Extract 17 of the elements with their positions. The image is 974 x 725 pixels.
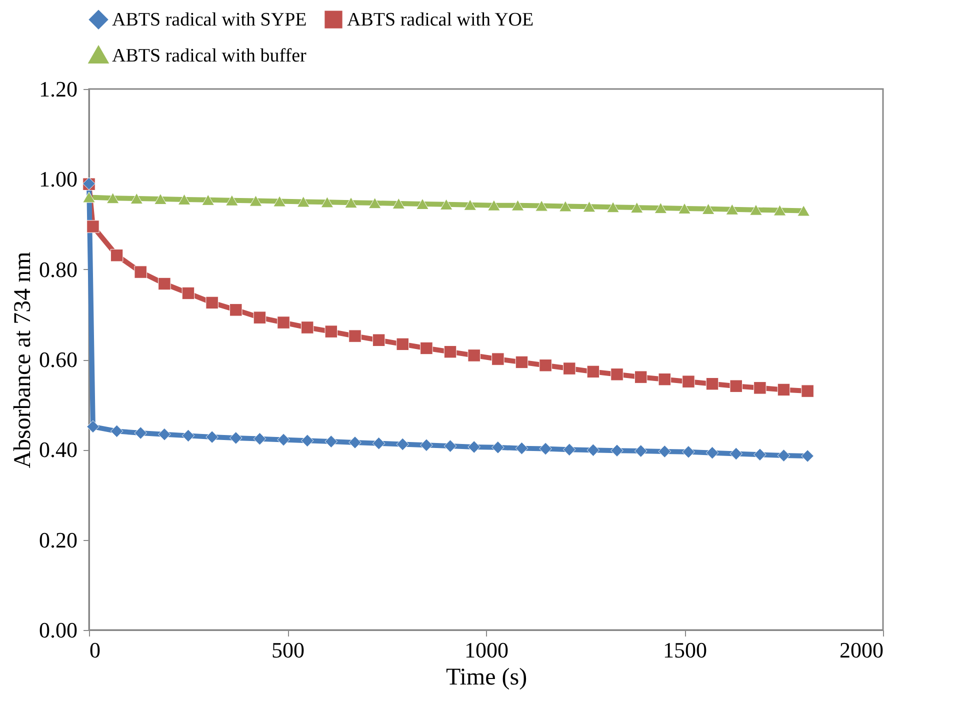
x-tick-label: 1000 — [464, 638, 508, 662]
y-tick-label: 1.20 — [39, 76, 78, 102]
x-axis-title: Time (s) — [446, 664, 528, 690]
legend-label: ABTS radical with buffer — [112, 46, 308, 66]
x-tick-label: 1500 — [663, 638, 707, 662]
y-axis-title: Absorbance at 734 nm — [10, 251, 36, 468]
legend-label: ABTS radical with YOE — [347, 10, 534, 31]
y-tick-label: 0.80 — [39, 256, 78, 282]
x-tick-label: 0 — [90, 638, 100, 662]
x-tick-label: 2000 — [840, 638, 884, 662]
y-tick-label: 1.00 — [39, 166, 78, 192]
y-tick-label: 0.00 — [39, 618, 78, 642]
y-tick-label: 0.20 — [39, 527, 78, 552]
y-tick-label: 0.60 — [39, 347, 78, 372]
legend-label: ABTS radical with SYPE — [112, 10, 307, 31]
y-tick-label: 0.40 — [39, 437, 78, 462]
x-tick-label: 500 — [272, 638, 304, 662]
